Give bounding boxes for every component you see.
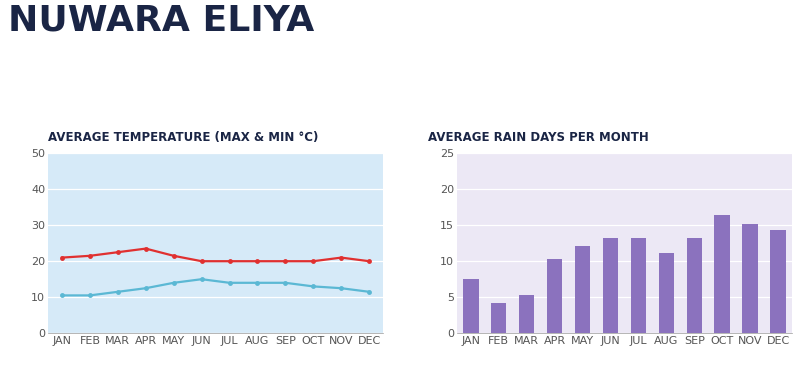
Bar (714, 215, 730, 333)
Bar (463, 279, 478, 333)
Bar (742, 224, 758, 333)
Bar (519, 295, 534, 333)
Bar (686, 238, 702, 333)
Bar (658, 252, 674, 333)
Text: NUWARA ELIYA: NUWARA ELIYA (8, 4, 314, 38)
Bar (547, 259, 562, 333)
Text: AVERAGE TEMPERATURE (MAX & MIN °C): AVERAGE TEMPERATURE (MAX & MIN °C) (48, 131, 318, 144)
Bar (770, 230, 786, 333)
Bar (575, 246, 590, 333)
Text: AVERAGE RAIN DAYS PER MONTH: AVERAGE RAIN DAYS PER MONTH (428, 131, 649, 144)
Bar (630, 238, 646, 333)
Bar (491, 303, 506, 333)
Bar (602, 238, 618, 333)
